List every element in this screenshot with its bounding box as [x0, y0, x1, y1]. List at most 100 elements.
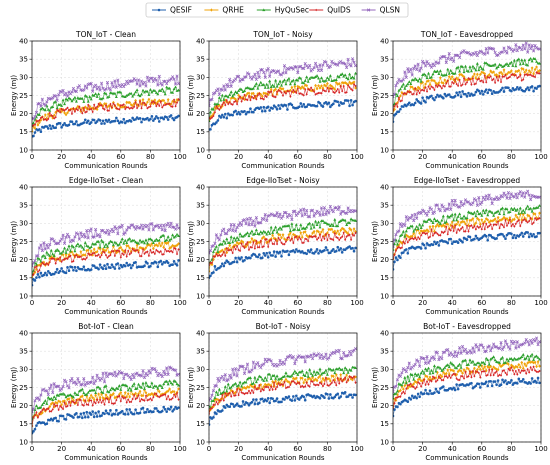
data-point	[426, 210, 431, 214]
data-point	[324, 368, 328, 372]
data-point	[406, 103, 410, 106]
data-point	[85, 229, 89, 233]
data-point	[68, 97, 72, 101]
data-point	[538, 364, 541, 368]
data-point	[235, 240, 239, 245]
data-point	[400, 383, 404, 387]
x-tick-label: 60	[293, 153, 302, 161]
data-point	[336, 392, 340, 396]
data-point	[458, 55, 462, 60]
data-point	[434, 231, 438, 234]
data-point	[447, 93, 451, 96]
legend-item-qrhe: QRHE	[204, 6, 244, 15]
data-point	[312, 225, 316, 229]
data-point	[290, 237, 293, 240]
data-point	[399, 388, 402, 393]
series-quids	[209, 375, 357, 416]
data-point	[66, 247, 70, 251]
data-point	[497, 196, 502, 201]
data-point	[307, 239, 310, 243]
data-point	[483, 219, 487, 224]
data-point	[131, 94, 135, 98]
data-point	[248, 216, 253, 220]
data-point	[329, 105, 332, 109]
data-point	[455, 76, 459, 80]
data-point	[113, 267, 117, 270]
data-point	[411, 236, 414, 240]
data-point	[281, 383, 285, 386]
data-point	[308, 367, 312, 371]
y-tick-label: 10	[380, 292, 389, 300]
data-point	[449, 68, 453, 72]
data-point	[73, 110, 77, 113]
data-point	[397, 395, 401, 398]
data-point	[171, 263, 174, 267]
data-point	[75, 398, 78, 402]
data-point	[306, 375, 310, 378]
data-point	[297, 210, 301, 214]
data-point	[150, 381, 154, 385]
data-point	[461, 219, 464, 224]
data-point	[321, 86, 325, 90]
data-point	[342, 371, 346, 375]
data-point	[293, 369, 297, 373]
data-point	[444, 73, 448, 77]
data-point	[519, 73, 522, 77]
data-point	[154, 384, 158, 388]
data-point	[165, 85, 169, 89]
data-point	[219, 116, 223, 119]
data-point	[103, 403, 106, 406]
data-point	[535, 87, 538, 90]
data-point	[209, 104, 211, 108]
data-point	[530, 59, 534, 63]
data-point	[122, 394, 126, 399]
data-point	[303, 230, 307, 234]
data-point	[235, 402, 239, 405]
data-point	[32, 117, 36, 121]
data-point	[57, 384, 61, 388]
data-point	[517, 75, 520, 79]
x-axis-label: Communication Rounds	[241, 162, 325, 170]
data-point	[64, 253, 68, 257]
data-point	[444, 220, 448, 223]
x-tick-label: 80	[146, 153, 155, 161]
data-point	[132, 412, 136, 416]
data-point	[520, 355, 524, 358]
data-point	[354, 71, 357, 75]
data-point	[292, 395, 295, 398]
data-point	[404, 229, 408, 233]
data-point	[528, 371, 531, 374]
data-point	[489, 234, 492, 237]
data-point	[331, 230, 335, 234]
data-point	[111, 387, 115, 391]
data-point	[221, 253, 224, 256]
data-point	[262, 388, 265, 392]
data-point	[495, 237, 498, 240]
data-point	[452, 218, 456, 222]
data-point	[222, 115, 226, 119]
data-point	[486, 62, 490, 66]
data-point	[530, 66, 534, 70]
data-point	[294, 371, 298, 375]
data-point	[339, 219, 343, 223]
data-point	[290, 380, 293, 383]
data-point	[286, 379, 289, 384]
data-point	[319, 353, 324, 357]
data-point	[317, 76, 321, 80]
data-point	[328, 65, 332, 69]
data-point	[147, 369, 151, 373]
data-point	[118, 249, 121, 253]
data-point	[165, 102, 168, 106]
data-point	[418, 237, 421, 241]
data-point	[318, 381, 322, 384]
data-point	[126, 81, 130, 86]
data-point	[393, 92, 397, 97]
data-point	[288, 213, 292, 218]
data-point	[464, 222, 467, 226]
data-point	[177, 387, 180, 391]
x-tick-label: 0	[207, 153, 211, 161]
data-point	[348, 245, 351, 248]
data-point	[512, 206, 516, 210]
data-point	[490, 346, 494, 350]
